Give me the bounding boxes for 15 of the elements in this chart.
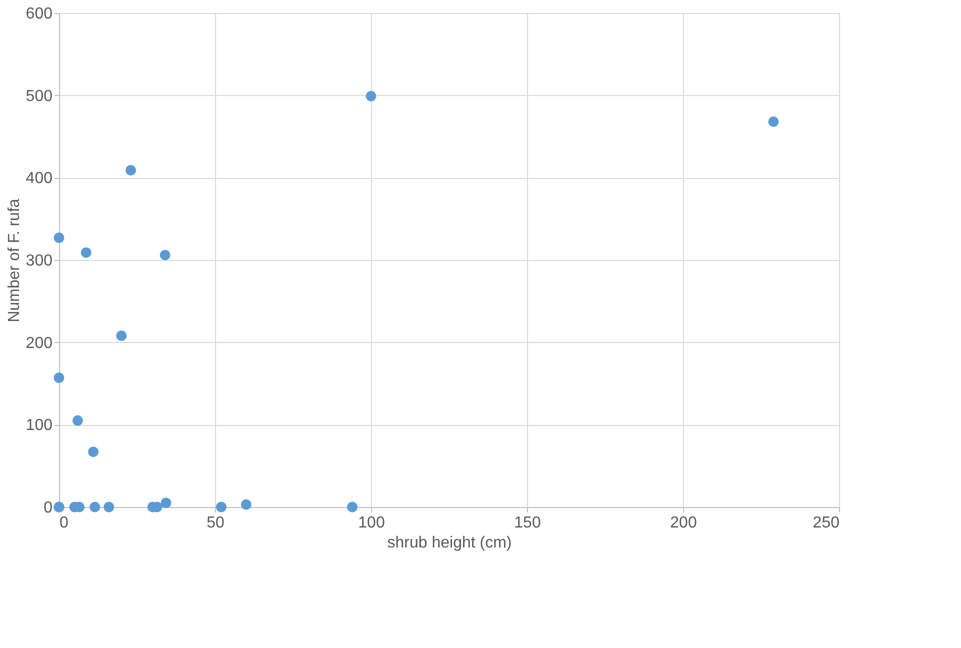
x-tick-label: 250 bbox=[812, 514, 840, 532]
y-axis-title: Number of F. rufa bbox=[6, 198, 23, 322]
y-tick-label: 300 bbox=[26, 252, 53, 270]
y-tick-label: 600 bbox=[26, 6, 53, 22]
y-tick-label: 100 bbox=[26, 417, 53, 434]
x-tick-label: 100 bbox=[358, 514, 385, 532]
x-tick-label: 50 bbox=[206, 514, 224, 532]
y-tick-label: 200 bbox=[26, 334, 53, 352]
x-tick-label: 200 bbox=[670, 514, 697, 532]
y-tick-label: 500 bbox=[26, 88, 53, 105]
x-tick-label: 150 bbox=[514, 514, 541, 532]
y-tick-label: 400 bbox=[26, 170, 53, 188]
x-axis-title: shrub height (cm) bbox=[387, 534, 512, 552]
x-tick-label: 0 bbox=[60, 514, 68, 532]
y-tick-label: 0 bbox=[44, 500, 53, 516]
